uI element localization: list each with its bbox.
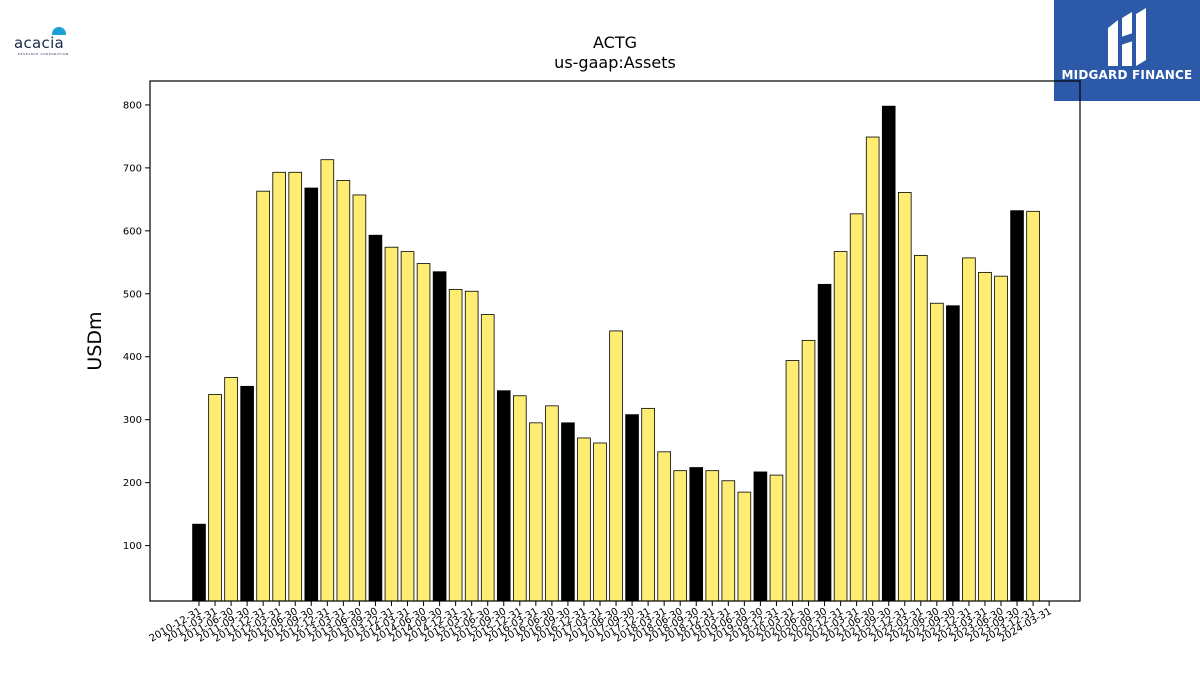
chart-title: ACTG [593, 33, 637, 52]
bar-2015-03-31 [464, 290, 479, 602]
bar-2017-12-31 [641, 407, 655, 602]
left-logo-text: acacia [14, 34, 65, 52]
bar-2011-09-30 [240, 385, 254, 602]
bar-2012-12-31 [320, 159, 335, 602]
bar-2021-06-30 [865, 136, 880, 602]
bar-2018-12-31 [705, 470, 720, 602]
bar-2015-09-30 [496, 390, 511, 602]
bar-2015-06-30 [480, 314, 495, 602]
y-tick-label: 500 [123, 289, 142, 300]
logo-arc-icon [52, 27, 66, 35]
bar-2014-06-30 [416, 263, 431, 602]
bar-2023-12-31 [1026, 210, 1040, 602]
y-axis-label: USDm [84, 311, 106, 370]
bar-2017-06-30 [609, 330, 623, 602]
bar-2013-09-30 [368, 234, 383, 602]
bar-2011-03-31 [208, 394, 222, 602]
bar-2012-03-31 [272, 171, 286, 602]
y-tick-label: 700 [123, 163, 142, 174]
bar-2017-03-31 [593, 442, 607, 602]
midgard-finance-logo: MIDGARD FINANCE [1054, 0, 1200, 101]
bar-2021-12-31 [897, 192, 912, 602]
y-tick-label: 300 [123, 415, 142, 426]
y-tick-label: 100 [123, 541, 142, 552]
y-ticks-group: 100 200 300 400 500 600 700 800 [123, 100, 150, 552]
bar-2012-06-30 [288, 171, 303, 602]
bar-2019-12-31 [769, 474, 784, 602]
bar-2019-03-31 [721, 480, 736, 602]
bar-2016-06-30 [545, 405, 559, 602]
y-tick-label: 400 [123, 352, 142, 363]
bar-2018-09-30 [689, 467, 704, 602]
bar-2015-12-31 [513, 395, 527, 602]
bar-2020-06-30 [801, 339, 816, 602]
bar-2011-06-30 [224, 377, 238, 602]
y-tick-label: 200 [123, 478, 142, 489]
bar-2016-09-30 [561, 422, 575, 602]
midgard-mark-icon [1108, 8, 1146, 66]
bar-2019-09-30 [753, 471, 768, 602]
bar-2014-12-31 [448, 288, 463, 602]
bar-2022-12-31 [962, 257, 976, 602]
bar-2013-12-31 [384, 246, 399, 602]
left-logo-subtext: RESEARCH CORPORATION [18, 52, 69, 56]
bar-2023-06-30 [994, 275, 1008, 602]
bar-2020-03-31 [785, 360, 800, 602]
bar-2014-09-30 [432, 271, 447, 602]
bar-2023-03-31 [978, 271, 992, 602]
bar-2014-03-31 [400, 251, 415, 602]
acacia-logo: acacia RESEARCH CORPORATION [14, 26, 78, 58]
bar-2010-12-31 [192, 523, 206, 602]
x-ticks-group: 2010-12-312011-03-312011-06-302011-09-30… [148, 601, 1054, 645]
bar-2017-09-30 [625, 414, 639, 602]
bar-2021-03-31 [849, 213, 864, 602]
chart-subtitle: us-gaap:Assets [554, 53, 676, 72]
bar-2023-09-30 [1010, 210, 1024, 602]
y-tick-label: 800 [123, 100, 142, 111]
bar-2020-09-30 [817, 283, 832, 602]
bar-2021-09-30 [881, 105, 896, 602]
bar-2016-03-31 [529, 422, 543, 602]
bar-2016-12-31 [577, 437, 591, 602]
bar-2018-03-31 [657, 451, 671, 602]
bar-2022-06-30 [930, 302, 944, 602]
bar-2012-09-30 [304, 187, 319, 602]
bar-2022-09-30 [946, 305, 960, 602]
bar-2013-03-31 [336, 180, 351, 602]
bars-group [192, 105, 1040, 602]
bar-2011-12-31 [256, 190, 270, 602]
bar-2019-06-30 [737, 491, 752, 602]
plot-frame [149, 80, 1081, 602]
y-tick-label: 600 [123, 226, 142, 237]
bar-2013-06-30 [352, 194, 367, 602]
bar-2020-12-31 [833, 251, 848, 602]
bar-2022-03-31 [914, 254, 928, 602]
bar-2018-06-30 [673, 470, 687, 602]
right-logo-text: MIDGARD FINANCE [1061, 68, 1193, 82]
